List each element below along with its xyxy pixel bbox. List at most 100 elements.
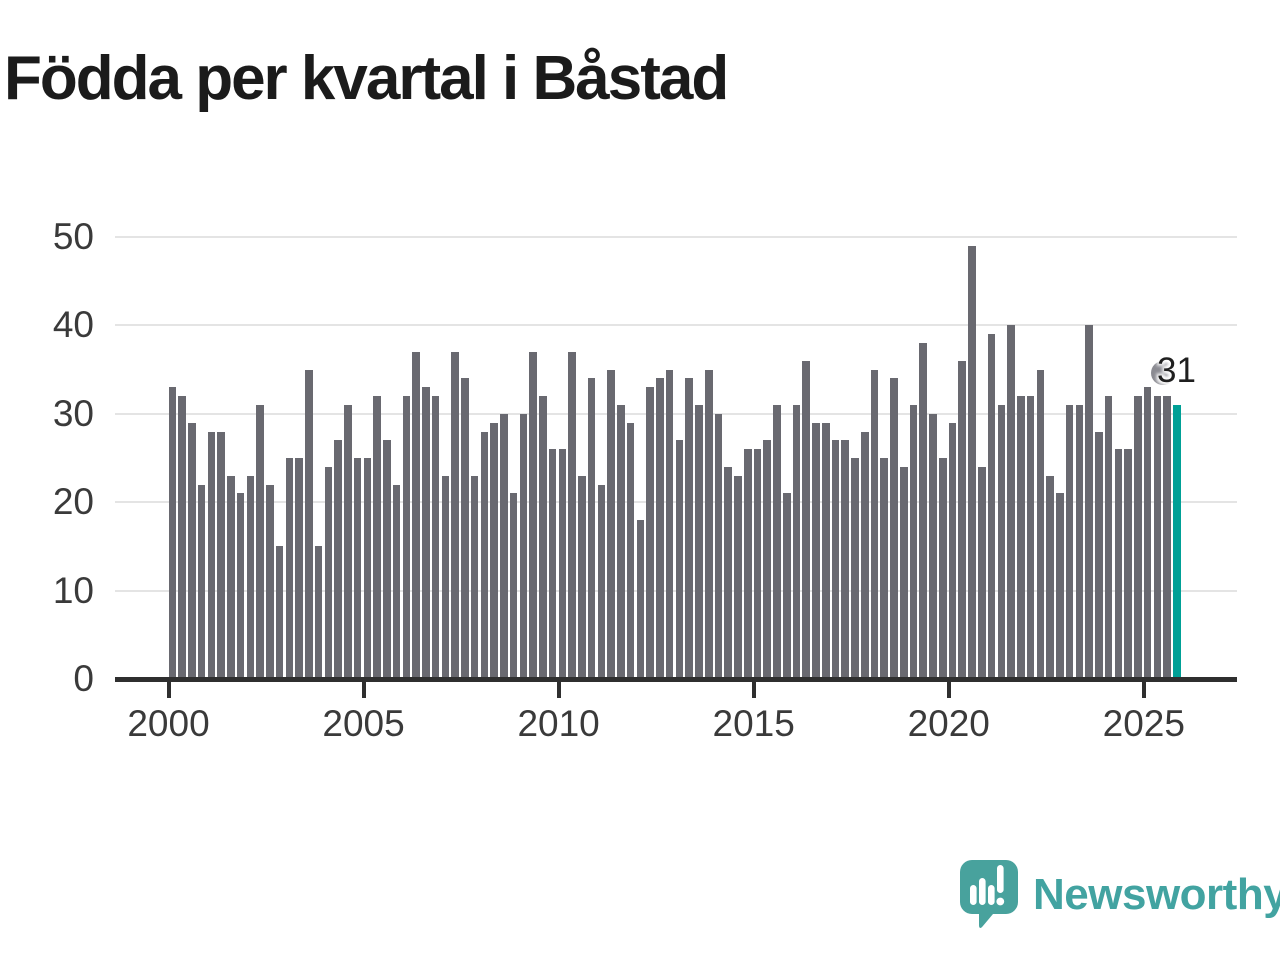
bar (675, 440, 684, 679)
bar (909, 405, 918, 679)
x-axis-tick (556, 681, 561, 698)
bar (948, 422, 957, 679)
bar (470, 475, 479, 679)
bar (266, 484, 274, 679)
bar (763, 440, 772, 679)
bar (899, 466, 908, 679)
bar (285, 458, 294, 679)
bar (334, 440, 342, 679)
bar (402, 396, 411, 679)
bar (353, 458, 362, 679)
bar (880, 458, 889, 679)
last-value-label: 31 (1157, 351, 1196, 390)
bar (578, 475, 586, 679)
bar (217, 431, 225, 679)
y-axis-label: 10 (52, 569, 94, 611)
bar (997, 405, 1006, 679)
bar (938, 458, 947, 679)
bar (831, 440, 840, 679)
bar (461, 378, 469, 679)
bar (626, 422, 635, 679)
bar (587, 378, 596, 679)
bar (792, 405, 801, 679)
x-axis-tick (361, 681, 366, 698)
bar (178, 396, 186, 679)
bar (568, 351, 576, 679)
x-axis-label: 2015 (712, 703, 795, 744)
bar (392, 484, 401, 679)
y-axis-label: 20 (52, 481, 94, 523)
bar (1124, 449, 1132, 679)
bar (344, 405, 352, 679)
last-value-marker-dot (1151, 361, 1175, 385)
y-axis-label: 40 (52, 304, 94, 346)
bar (665, 369, 674, 679)
bar (1153, 396, 1162, 679)
bar (1017, 396, 1025, 679)
bar (1075, 405, 1084, 679)
x-axis-line (115, 676, 1237, 682)
gridline (115, 236, 1237, 238)
x-axis-label: 2005 (322, 703, 405, 744)
bar (1046, 475, 1054, 679)
bar (480, 431, 489, 679)
bar (704, 369, 713, 679)
bar (412, 351, 420, 679)
x-axis-tick (1141, 681, 1146, 698)
bar (1104, 396, 1113, 679)
bar (1036, 369, 1045, 679)
bar (383, 440, 391, 679)
newsworthy-logo-icon (960, 860, 1018, 928)
bar (236, 493, 245, 679)
bar (1095, 431, 1103, 679)
bar (734, 475, 742, 679)
bar (558, 449, 567, 679)
bar (1143, 387, 1152, 679)
gridline (115, 412, 1237, 415)
bar (519, 413, 528, 679)
bar (529, 351, 537, 679)
bar (314, 546, 323, 679)
bar (851, 458, 859, 679)
bar (607, 369, 615, 679)
bar (500, 413, 508, 679)
x-axis-tick (166, 681, 171, 698)
bar (1007, 325, 1015, 679)
bar (441, 475, 450, 679)
bar (275, 546, 284, 679)
bar (695, 405, 703, 679)
bar (646, 387, 654, 679)
bar (782, 493, 791, 679)
bar (188, 422, 196, 679)
bar (987, 334, 996, 679)
bar (773, 405, 781, 679)
bar (548, 449, 557, 679)
bar (753, 449, 762, 679)
bar (451, 351, 459, 679)
x-axis-label: 2000 (127, 703, 210, 744)
bar (197, 484, 206, 679)
bar (724, 466, 732, 679)
bar (207, 431, 216, 679)
bar (919, 343, 928, 679)
brand-logo: Newsworthy (958, 858, 1280, 932)
bar (227, 475, 235, 679)
bar (256, 405, 264, 679)
y-axis-label: 0 (73, 658, 94, 699)
bar (1026, 396, 1035, 679)
y-axis-label: 50 (52, 216, 94, 257)
chart-title: Födda per kvartal i Båstad (4, 44, 729, 113)
bar (597, 484, 606, 679)
bar (373, 396, 381, 679)
bar (539, 396, 547, 679)
brand-name: Newsworthy (1033, 870, 1280, 919)
bar (1056, 493, 1064, 679)
gridline (115, 324, 1237, 327)
bar (1085, 325, 1093, 679)
bar (841, 440, 850, 679)
bar (422, 387, 430, 679)
bar (685, 378, 693, 679)
bar (870, 369, 879, 679)
bar (802, 360, 811, 679)
